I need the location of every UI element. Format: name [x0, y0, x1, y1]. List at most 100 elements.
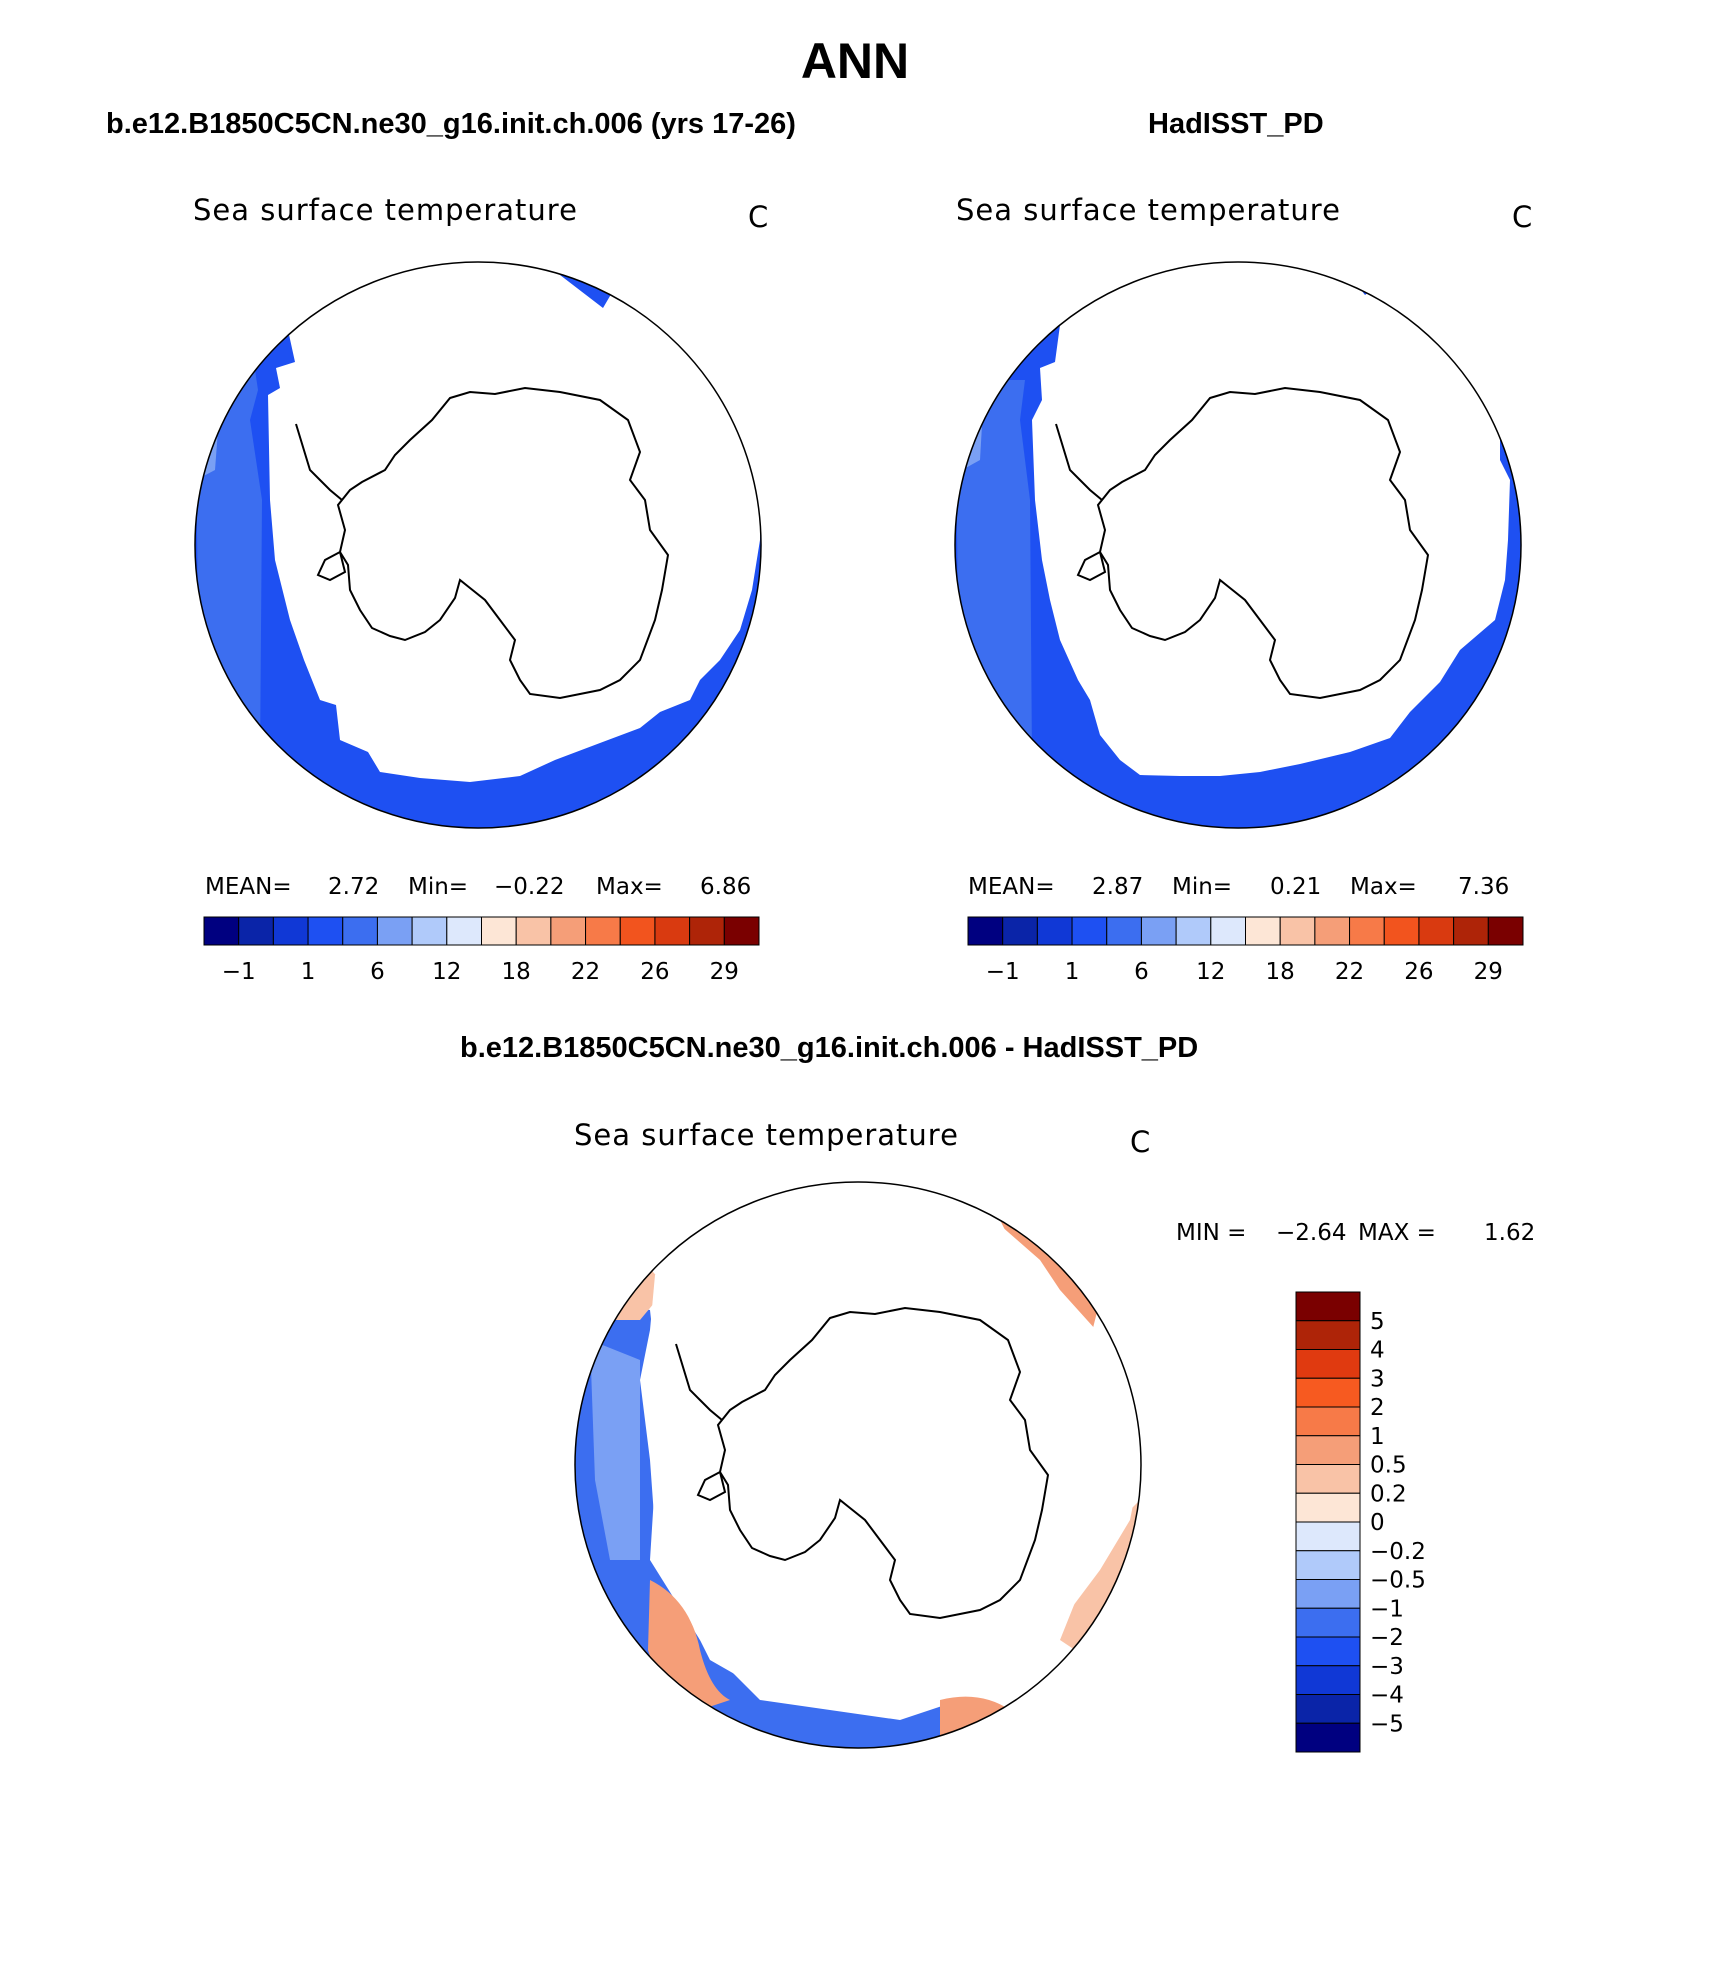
diff-colorbar-tick-label: −5 [1370, 1711, 1404, 1737]
diff-min-value: −2.64 [1276, 1220, 1347, 1246]
right-colorbar-swatch [1418, 916, 1455, 946]
main-title: ANN [800, 33, 910, 89]
diff-colorbar-swatch [1295, 1722, 1361, 1753]
left-colorbar-swatch [272, 916, 309, 946]
right-colorbar-swatch [1175, 916, 1212, 946]
left-polar-map [194, 261, 762, 829]
right-colorbar-swatch [1453, 916, 1489, 946]
left-max-value: 6.86 [700, 874, 752, 900]
diff-antarctica-coastline [696, 1306, 1050, 1620]
right-max-value: 7.36 [1458, 874, 1510, 900]
diff-colorbar-swatch [1295, 1694, 1361, 1724]
diff-colorbar-swatch [1295, 1320, 1361, 1350]
diff-min-label: MIN = [1176, 1220, 1247, 1246]
diff-colorbar-tick-label: 0 [1370, 1510, 1385, 1536]
diff-colorbar-tick-label: −2 [1370, 1625, 1404, 1651]
left-mean-label: MEAN= [205, 874, 292, 900]
diff-max-label: MAX = [1358, 1220, 1436, 1246]
diff-colorbar-swatch [1295, 1291, 1361, 1322]
left-min-value: −0.22 [494, 874, 565, 900]
right-colorbar-swatch [1002, 916, 1038, 946]
diff-colorbar-swatch [1295, 1579, 1361, 1609]
left-colorbar-tick-label: 12 [432, 959, 461, 985]
diff-polar-map [574, 1181, 1142, 1749]
diff-peninsula-coastline [675, 1343, 723, 1421]
diff-colorbar-tick-label: 4 [1370, 1338, 1385, 1364]
diff-colorbar-swatch [1295, 1464, 1361, 1494]
right-min-value: 0.21 [1270, 874, 1322, 900]
left-colorbar-tick-label: 26 [640, 959, 669, 985]
right-colorbar: −1 1 6 12 18 22 26 29 [967, 916, 1524, 985]
diff-negative-light-band [590, 1340, 640, 1560]
right-mean-value: 2.87 [1092, 874, 1144, 900]
left-colorbar: −1 1 6 12 18 22 26 29 [203, 916, 760, 985]
right-colorbar-swatch [1036, 916, 1073, 946]
diff-colorbar-tick-label: −0.5 [1370, 1568, 1426, 1594]
diff-colorbar-tick-label: 5 [1370, 1309, 1385, 1335]
left-max-label: Max= [596, 874, 663, 900]
right-colorbar-tick-label: −1 [986, 959, 1020, 985]
right-colorbar-swatch [1487, 916, 1524, 946]
left-colorbar-swatch [550, 916, 587, 946]
right-colorbar-swatch [967, 916, 1004, 946]
diff-colorbar-swatch [1295, 1550, 1361, 1580]
right-polar-map [954, 261, 1522, 829]
right-colorbar-swatch [1383, 916, 1420, 946]
left-colorbar-tick-label: 29 [710, 959, 739, 985]
diff-colorbar-swatch [1295, 1607, 1361, 1638]
left-units-label: C [748, 200, 770, 234]
diff-variable-label: Sea surface temperature [574, 1118, 959, 1152]
diff-colorbar-tick-label: 0.5 [1370, 1453, 1407, 1479]
right-warm-band [955, 380, 1032, 760]
right-colorbar-tick-label: 29 [1474, 959, 1503, 985]
left-min-label: Min= [408, 874, 469, 900]
left-panel-title: b.e12.B1850C5CN.ne30_g16.init.ch.006 (yr… [106, 108, 796, 140]
right-sea-ice-mask [1032, 262, 1510, 776]
left-colorbar-swatch [342, 916, 378, 946]
diff-units-label: C [1130, 1125, 1152, 1159]
diff-colorbar-swatch [1295, 1665, 1361, 1695]
left-antarctica-coastline [316, 386, 670, 700]
diff-colorbar-swatch [1295, 1377, 1361, 1408]
left-sea-ice-mask [268, 262, 761, 782]
right-map-boundary [954, 261, 1522, 829]
diff-colorbar-swatch [1295, 1492, 1361, 1523]
right-colorbar-tick-label: 26 [1404, 959, 1433, 985]
left-colorbar-swatch [515, 916, 552, 946]
diff-colorbar-tick-label: 3 [1370, 1366, 1385, 1392]
right-colorbar-swatch [1071, 916, 1108, 946]
diff-colorbar-tick-label: 1 [1370, 1424, 1385, 1450]
diff-colorbar-swatch [1295, 1435, 1361, 1465]
left-colorbar-swatch [654, 916, 691, 946]
right-colorbar-swatch [1245, 916, 1281, 946]
right-mean-label: MEAN= [968, 874, 1055, 900]
left-colorbar-swatch [307, 916, 344, 946]
diff-sea-ice-mask [640, 1190, 1141, 1700]
diff-max-value: 1.62 [1484, 1220, 1536, 1246]
right-peninsula-coastline [1055, 423, 1103, 501]
left-colorbar-swatch [446, 916, 482, 946]
right-min-label: Min= [1172, 874, 1233, 900]
right-colorbar-swatch [1106, 916, 1142, 946]
right-panel-title: HadISST_PD [1148, 108, 1324, 140]
right-colorbar-tick-label: 22 [1335, 959, 1364, 985]
left-mean-value: 2.72 [328, 874, 380, 900]
diff-colorbar-tick-label: −1 [1370, 1596, 1404, 1622]
diff-colorbar-tick-label: 2 [1370, 1395, 1385, 1421]
diff-colorbar-swatch [1295, 1349, 1361, 1379]
right-max-label: Max= [1350, 874, 1417, 900]
diff-map-boundary [574, 1181, 1142, 1749]
diff-colorbar-swatch [1295, 1521, 1361, 1552]
left-colorbar-swatch [585, 916, 621, 946]
right-colorbar-swatch [1349, 916, 1385, 946]
left-map-boundary [194, 261, 762, 829]
left-colorbar-swatch [689, 916, 725, 946]
diff-colorbar-tick-label: 0.2 [1370, 1481, 1407, 1507]
diff-colorbar-tick-label: −3 [1370, 1654, 1404, 1680]
left-colorbar-swatch [723, 916, 760, 946]
right-colorbar-tick-label: 18 [1266, 959, 1295, 985]
left-colorbar-tick-label: 22 [571, 959, 600, 985]
left-colorbar-swatch [411, 916, 448, 946]
left-colorbar-swatch [481, 916, 517, 946]
